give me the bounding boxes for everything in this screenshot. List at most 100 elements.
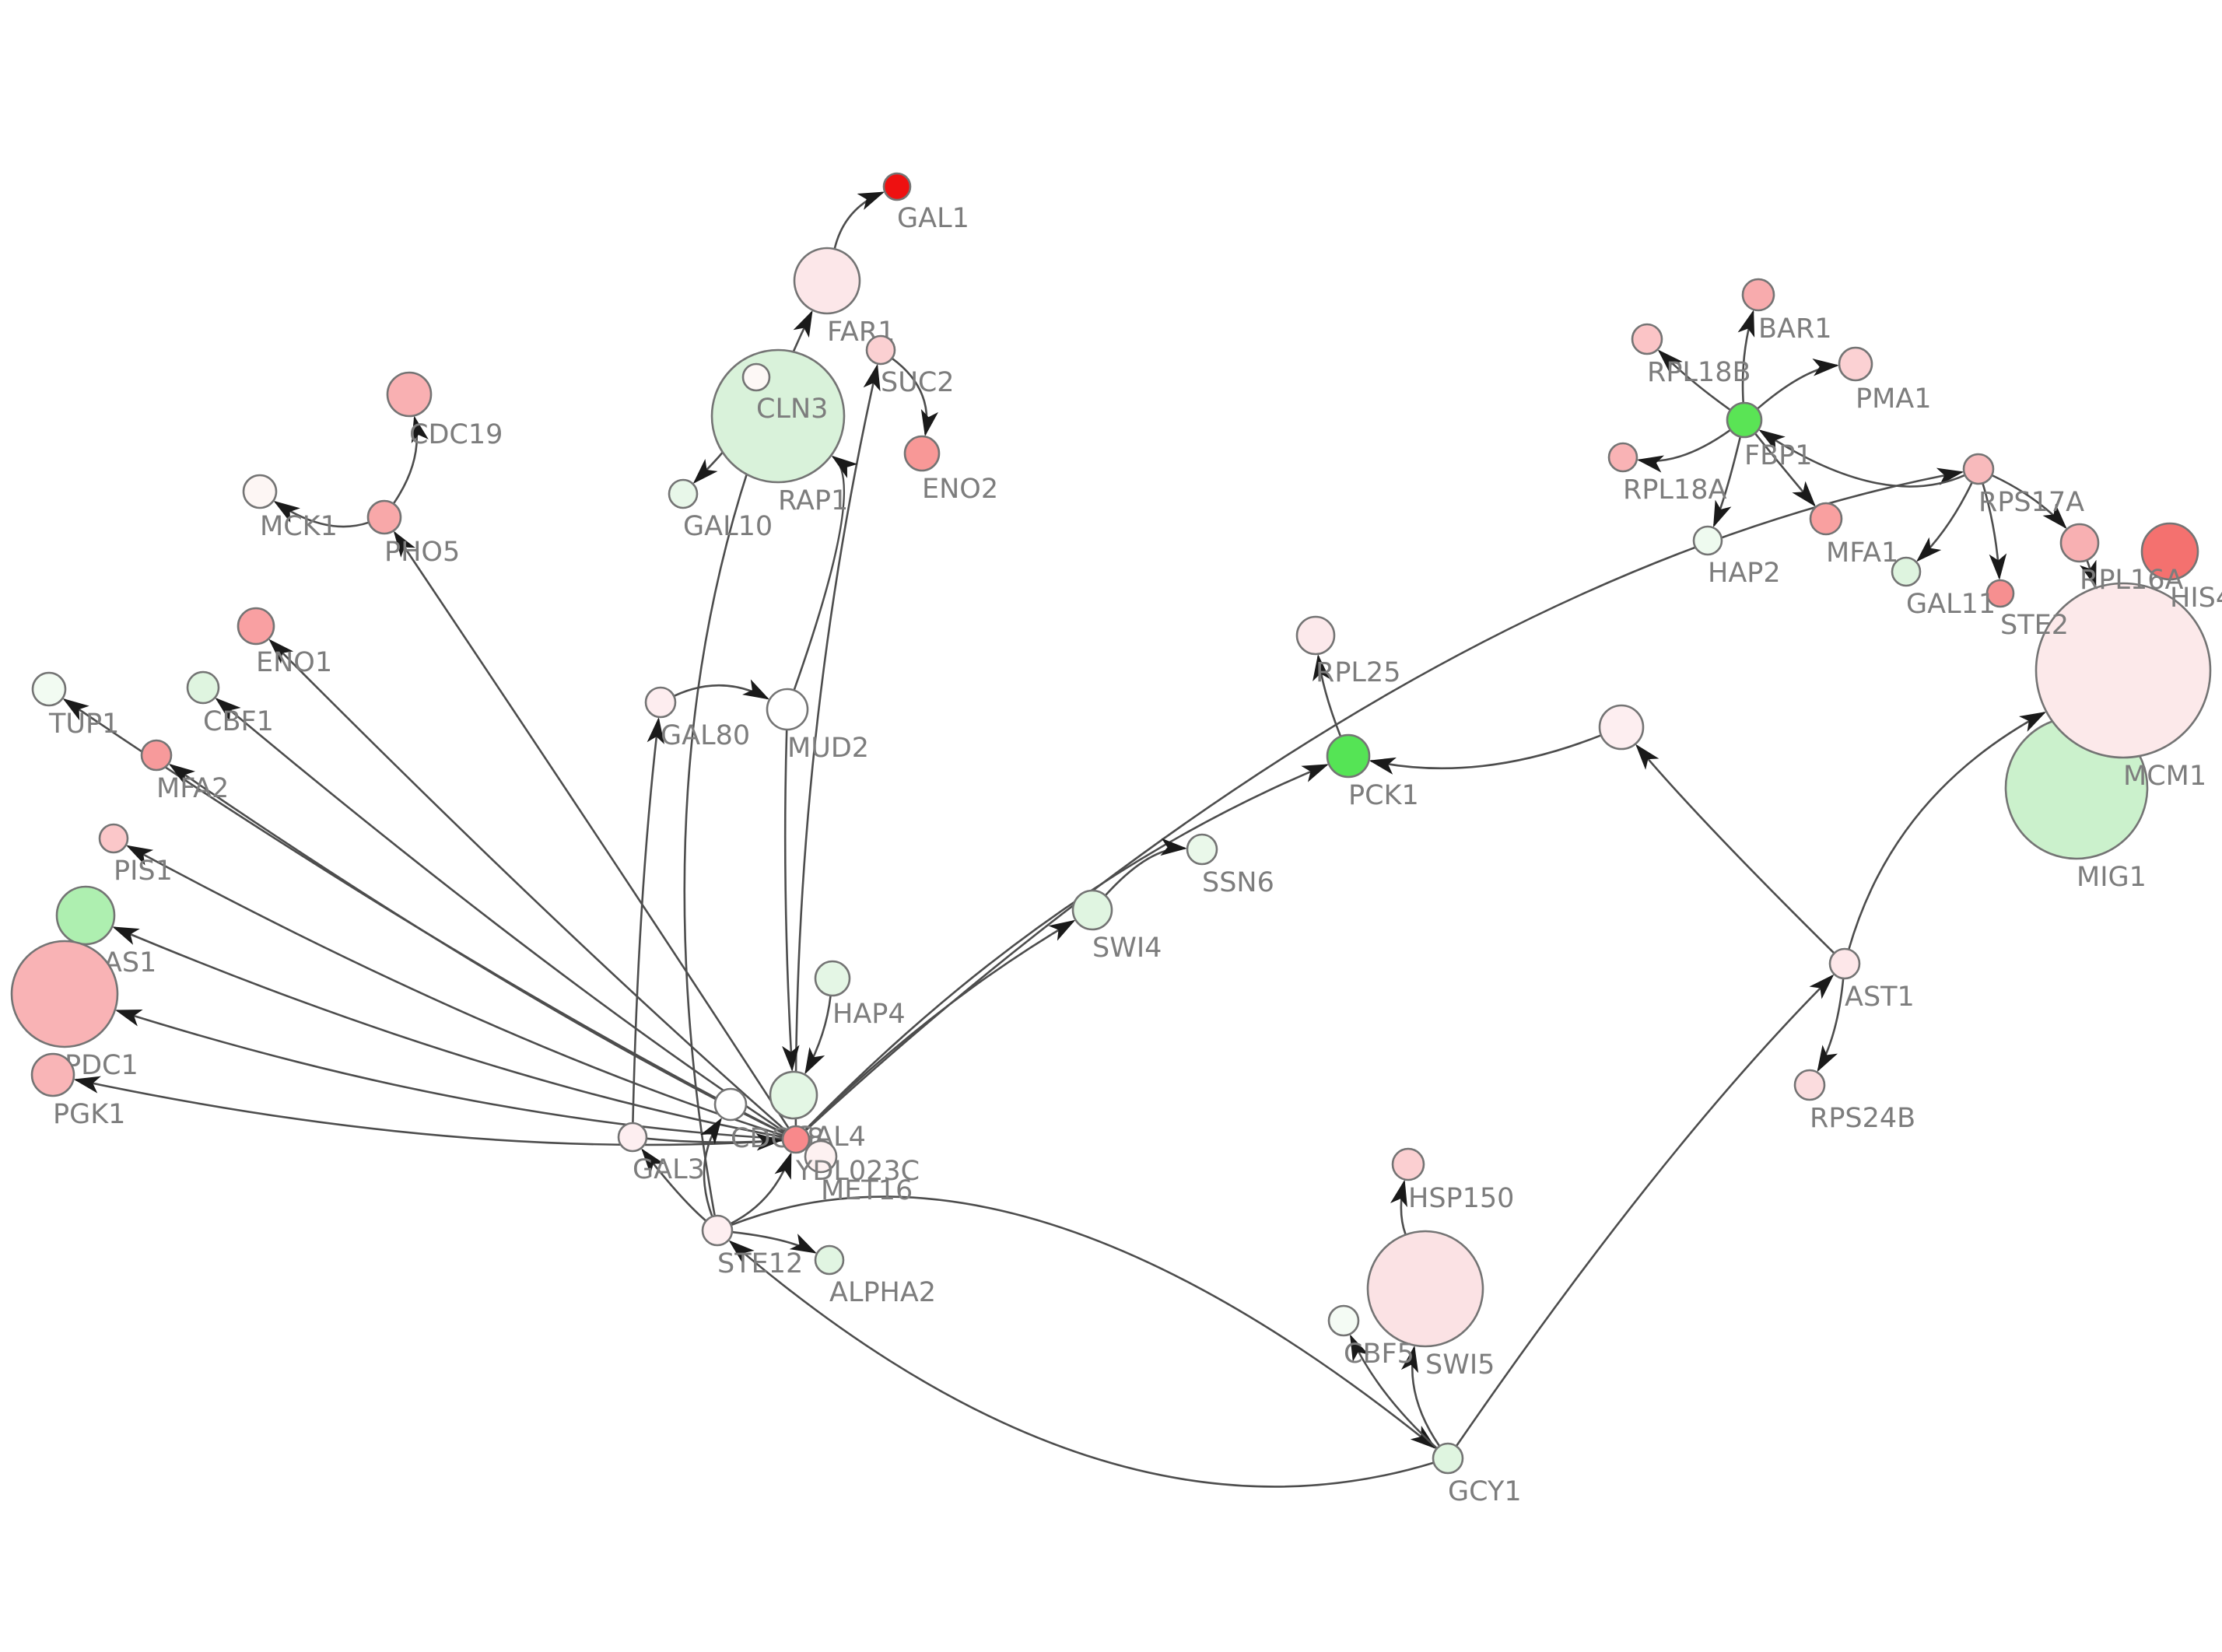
- node-TUP1[interactable]: [31, 671, 67, 707]
- node-PIS1[interactable]: [98, 823, 129, 854]
- node-RAS1[interactable]: [55, 885, 116, 946]
- node-HIS4[interactable]: [2140, 522, 2199, 581]
- node-HAP2[interactable]: [1692, 525, 1723, 556]
- edge-STE12-ALPHA2[interactable]: [731, 1230, 817, 1254]
- node-CBF1[interactable]: [186, 670, 220, 705]
- node-RPL25[interactable]: [1295, 615, 1336, 656]
- node-GCY1[interactable]: [1432, 1442, 1464, 1475]
- node-MCK1[interactable]: [242, 474, 278, 509]
- edge-RPS17A-STE2[interactable]: [1982, 482, 2007, 580]
- node-STE2[interactable]: [1985, 579, 2015, 608]
- node-MET16[interactable]: [804, 1139, 838, 1174]
- edge-SWI4-SSN6[interactable]: [1104, 838, 1187, 897]
- edge-PHO5-CDC19[interactable]: [392, 415, 429, 505]
- node-CDC28[interactable]: [713, 1087, 748, 1122]
- node-YDL023C[interactable]: [781, 1125, 811, 1154]
- node-group-CLN3: CLN3: [741, 362, 828, 425]
- edge-HAP4-GAL4[interactable]: [804, 995, 832, 1075]
- edge-STE12-YDL023C[interactable]: [730, 1152, 792, 1225]
- edge-PCK1-RPL25[interactable]: [1313, 654, 1342, 737]
- node-label-SUC2: SUC2: [881, 367, 955, 398]
- node-GAL80[interactable]: [644, 686, 677, 719]
- edge-YDL023C-MFA2[interactable]: [168, 763, 785, 1135]
- node-CLN3[interactable]: [741, 362, 771, 392]
- node-CBF5[interactable]: [1327, 1304, 1360, 1337]
- node-label-PHO5: PHO5: [384, 537, 460, 568]
- edge-AST1-NODE1[interactable]: [1635, 744, 1835, 954]
- edge-YDL023C-CBF1[interactable]: [215, 697, 786, 1133]
- node-RPL18B[interactable]: [1631, 323, 1663, 355]
- edge-GCY1-SWI5[interactable]: [1400, 1345, 1441, 1447]
- edge-GCY1-CBF5[interactable]: [1350, 1334, 1438, 1450]
- node-NODE1[interactable]: [1598, 704, 1645, 751]
- edge-STE12-GAL3[interactable]: [641, 1148, 707, 1222]
- node-GAL3[interactable]: [617, 1122, 648, 1153]
- node-GAL10[interactable]: [668, 478, 699, 509]
- edge-SWI5-HSP150[interactable]: [1390, 1179, 1407, 1235]
- edge-MUD2-RAP1[interactable]: [793, 455, 858, 691]
- edge-YDL023C-PDC1[interactable]: [115, 1009, 783, 1140]
- node-ENO2[interactable]: [903, 435, 941, 472]
- edge-MUD2-GAL4[interactable]: [782, 729, 800, 1072]
- node-HAP4[interactable]: [814, 960, 851, 997]
- node-SSN6[interactable]: [1186, 833, 1218, 866]
- edge-GAL3-GAL80[interactable]: [632, 717, 664, 1124]
- edge-STE12-CDC28[interactable]: [700, 1117, 722, 1217]
- edge-FBP1-RPL18A[interactable]: [1636, 429, 1731, 473]
- node-GAL1[interactable]: [882, 172, 912, 201]
- edge-GAL80-MUD2[interactable]: [673, 679, 770, 700]
- node-CDC19[interactable]: [386, 371, 433, 418]
- node-AST1[interactable]: [1828, 947, 1861, 980]
- node-ENO1[interactable]: [237, 607, 275, 646]
- edge-YDL023C-RAS1[interactable]: [112, 926, 783, 1139]
- node-MFA2[interactable]: [140, 739, 173, 772]
- node-RPS17A[interactable]: [1962, 453, 1995, 485]
- edge-FBP1-PMA1[interactable]: [1756, 358, 1839, 410]
- node-ALPHA2[interactable]: [814, 1244, 845, 1276]
- edge-YDL023C-TUP1[interactable]: [62, 698, 785, 1135]
- edge-YDL023C-PHO5[interactable]: [393, 530, 790, 1129]
- node-SUC2[interactable]: [865, 334, 896, 366]
- node-STE12[interactable]: [701, 1214, 734, 1247]
- node-MFA1[interactable]: [1809, 502, 1843, 536]
- edge-RPS17A-FBP1[interactable]: [1758, 429, 1966, 488]
- node-MUD2[interactable]: [766, 688, 809, 731]
- edge-FBP1-HAP2[interactable]: [1712, 436, 1742, 528]
- edge-GCY1-STE12[interactable]: [728, 1240, 1435, 1488]
- edge-RPS17A-GAL11[interactable]: [1916, 481, 1973, 562]
- edge-FBP1-RPL18B[interactable]: [1657, 349, 1731, 411]
- edge-AST1-RPS24B[interactable]: [1817, 978, 1845, 1073]
- node-RPL18A[interactable]: [1607, 442, 1638, 473]
- edge-RPS17A-RPL16A[interactable]: [1991, 474, 2067, 530]
- node-MCM1[interactable]: [2034, 582, 2212, 759]
- node-GAL11[interactable]: [1891, 556, 1922, 587]
- edge-PHO5-MCK1[interactable]: [273, 500, 370, 528]
- edge-SUC2-ENO2[interactable]: [891, 357, 939, 437]
- edge-NODE1-PCK1[interactable]: [1369, 734, 1602, 775]
- node-RPS24B[interactable]: [1793, 1069, 1826, 1101]
- node-HSP150[interactable]: [1391, 1147, 1425, 1181]
- node-PDC1[interactable]: [10, 940, 119, 1048]
- node-group-FBP1: FBP1: [1726, 401, 1813, 471]
- node-FBP1[interactable]: [1726, 401, 1763, 439]
- node-SWI4[interactable]: [1071, 889, 1113, 931]
- node-BAR1[interactable]: [1741, 278, 1775, 312]
- edge-AST1-MCM1[interactable]: [1848, 711, 2047, 950]
- edge-YDL023C-ENO1[interactable]: [268, 639, 787, 1132]
- node-PCK1[interactable]: [1326, 733, 1371, 779]
- edge-RAP1-GAL10[interactable]: [692, 449, 725, 485]
- edge-YDL023C-RPS17A[interactable]: [804, 467, 1964, 1132]
- edge-GCY1-AST1[interactable]: [1455, 974, 1835, 1447]
- edge-YDL023C-PCK1[interactable]: [804, 764, 1329, 1131]
- node-PGK1[interactable]: [30, 1052, 75, 1097]
- edge-YDL023C-PGK1[interactable]: [73, 1076, 783, 1146]
- edge-FBP1-BAR1[interactable]: [1737, 310, 1755, 404]
- node-FAR1[interactable]: [793, 247, 861, 315]
- node-SWI5[interactable]: [1366, 1230, 1484, 1348]
- edge-STE12-GCY1[interactable]: [731, 1195, 1437, 1449]
- edge-FAR1-GAL1[interactable]: [833, 191, 885, 250]
- node-PHO5[interactable]: [366, 499, 402, 535]
- node-RPL16A[interactable]: [2059, 523, 2100, 563]
- node-PMA1[interactable]: [1838, 346, 1873, 382]
- node-GAL4[interactable]: [769, 1070, 818, 1120]
